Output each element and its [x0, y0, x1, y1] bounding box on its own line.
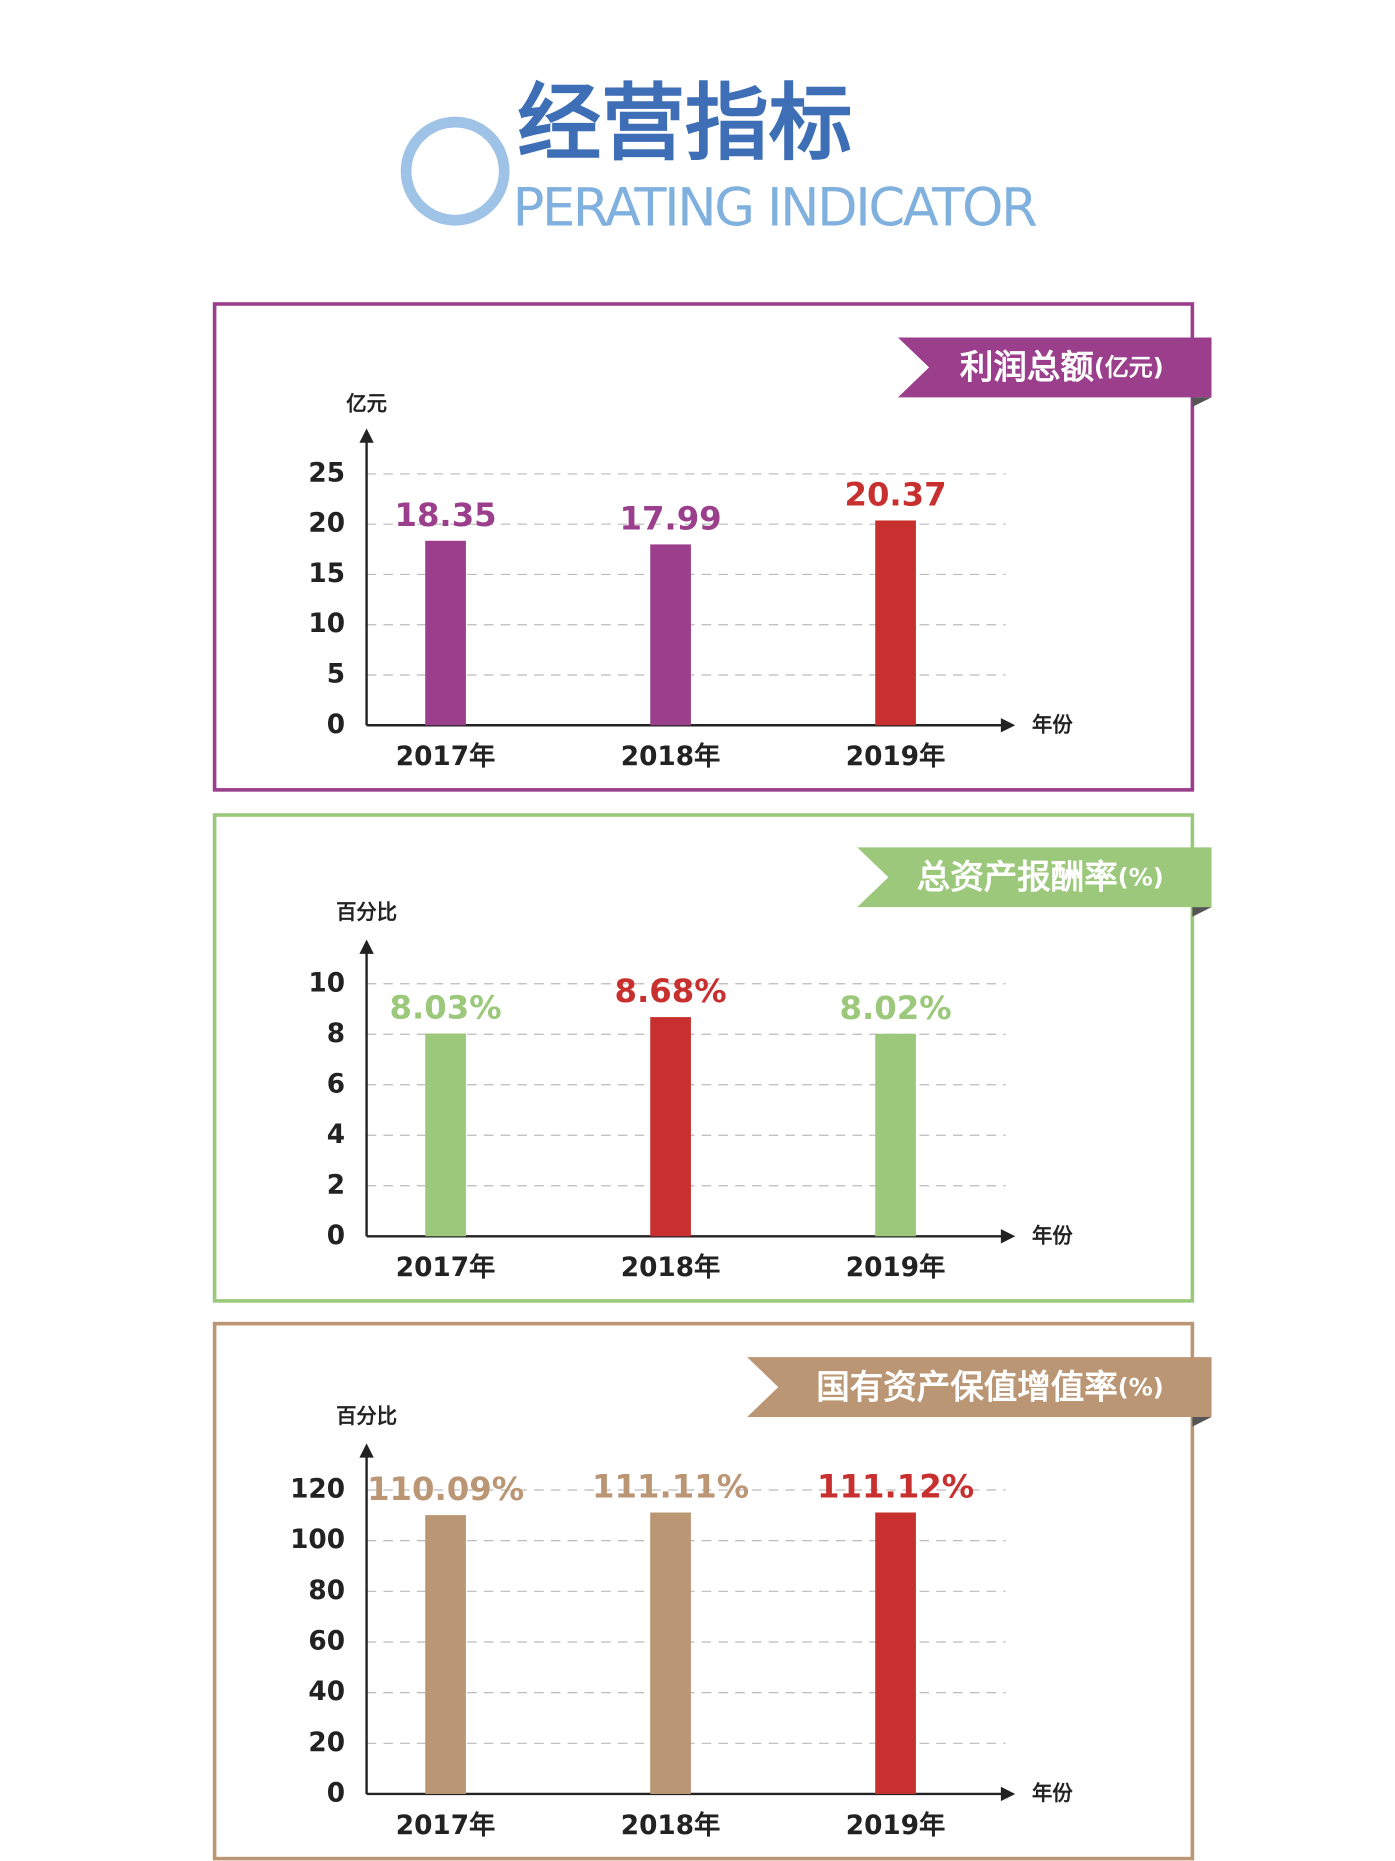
x-tick-label: 2018年	[621, 1810, 721, 1841]
value-label: 111.11%	[592, 1468, 749, 1506]
panel-border	[212, 813, 1195, 1303]
x-tick-label: 2017年	[396, 741, 496, 772]
bar	[650, 544, 691, 726]
y-axis-arrow	[359, 428, 374, 443]
x-tick-label: 2017年	[396, 1810, 496, 1841]
x-tick-label: 2019年	[846, 1810, 946, 1841]
ribbon	[897, 337, 1212, 398]
ribbon-fold	[1192, 1416, 1212, 1427]
bar	[425, 1033, 466, 1237]
x-axis-arrow	[1000, 1786, 1016, 1802]
chart-title: 总资产报酬率(%)	[917, 857, 1164, 896]
y-tick-label: 100	[290, 1525, 345, 1555]
y-tick-label: 40	[308, 1677, 345, 1707]
value-label: 20.37	[844, 476, 946, 514]
page-title: 经营指标	[517, 74, 852, 172]
y-tick-label: 0	[327, 710, 345, 740]
y-axis-label: 亿元	[346, 392, 387, 416]
y-axis-label: 百分比	[336, 900, 397, 924]
y-tick-label: 60	[308, 1626, 345, 1656]
x-tick-label: 2019年	[846, 741, 946, 772]
y-tick-label: 20	[308, 509, 345, 539]
y-tick-label: 6	[327, 1069, 345, 1099]
y-tick-label: 2	[327, 1170, 345, 1200]
chart-unit: (亿元)	[1094, 354, 1164, 382]
y-tick-label: 10	[308, 609, 345, 639]
logo-circle	[400, 116, 510, 226]
ribbon	[857, 847, 1212, 908]
x-axis-label: 年份	[1032, 1781, 1073, 1805]
value-label: 8.68%	[615, 972, 727, 1010]
y-tick-label: 5	[327, 659, 345, 689]
y-axis-label: 百分比	[336, 1404, 397, 1428]
value-label: 110.09%	[367, 1470, 524, 1508]
chart-unit: (%)	[1118, 1373, 1164, 1401]
panel-border	[212, 302, 1195, 792]
chart-title-text: 国有资产保值增值率	[816, 1367, 1117, 1406]
ribbon	[747, 1357, 1212, 1417]
bar	[875, 520, 916, 726]
y-tick-label: 25	[308, 458, 345, 488]
chart-title: 利润总额(亿元)	[960, 347, 1164, 386]
x-tick-label: 2018年	[621, 741, 721, 772]
y-tick-label: 15	[308, 559, 345, 589]
chart-title-text: 利润总额	[960, 347, 1094, 386]
ribbon-fold	[1192, 397, 1212, 407]
value-label: 111.12%	[817, 1468, 974, 1506]
y-tick-label: 80	[308, 1576, 345, 1606]
y-tick-label: 10	[308, 968, 345, 998]
panel-border	[212, 1321, 1195, 1861]
bar	[425, 540, 466, 726]
chart-unit: (%)	[1118, 863, 1164, 891]
bar	[650, 1017, 691, 1237]
y-tick-label: 0	[327, 1221, 345, 1251]
x-axis-label: 年份	[1032, 1223, 1073, 1247]
chart-title: 国有资产保值增值率(%)	[816, 1367, 1163, 1406]
y-tick-label: 8	[327, 1019, 345, 1049]
x-tick-label: 2018年	[621, 1252, 721, 1283]
value-label: 18.35	[394, 496, 496, 534]
page-subtitle: PERATING INDICATOR	[513, 177, 1037, 238]
y-axis-arrow	[359, 1443, 374, 1458]
x-axis-arrow	[1000, 718, 1016, 733]
y-tick-label: 120	[290, 1474, 345, 1504]
x-tick-label: 2019年	[846, 1252, 946, 1283]
y-tick-label: 4	[327, 1120, 345, 1150]
y-tick-label: 20	[308, 1728, 345, 1758]
value-label: 17.99	[619, 499, 721, 537]
value-label: 8.02%	[840, 989, 952, 1027]
bar	[650, 1512, 691, 1794]
x-axis-arrow	[1000, 1229, 1016, 1244]
y-axis-arrow	[359, 939, 374, 954]
bar	[425, 1515, 466, 1794]
y-tick-label: 0	[327, 1778, 345, 1808]
ribbon-fold	[1192, 907, 1212, 917]
bar	[875, 1033, 916, 1237]
value-label: 8.03%	[390, 989, 502, 1027]
chart-title-text: 总资产报酬率	[917, 857, 1118, 896]
x-tick-label: 2017年	[396, 1252, 496, 1283]
bar	[875, 1512, 916, 1794]
x-axis-label: 年份	[1032, 712, 1073, 736]
